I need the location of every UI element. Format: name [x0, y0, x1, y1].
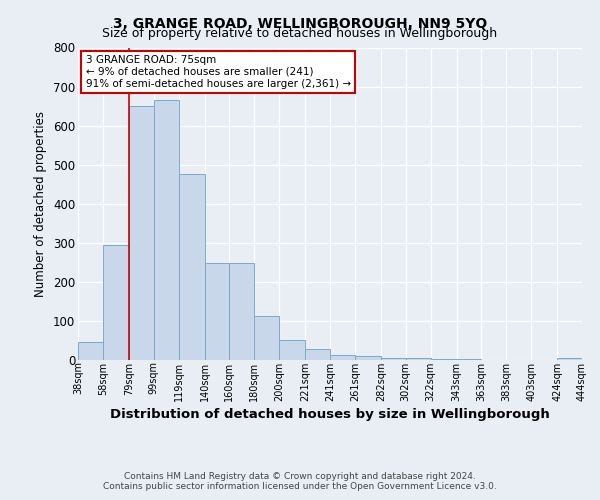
Bar	[229, 263, 254, 360]
Bar	[129, 106, 154, 360]
Bar	[254, 316, 279, 360]
Bar	[305, 350, 330, 360]
Text: Size of property relative to detached houses in Wellingborough: Size of property relative to detached ho…	[103, 28, 497, 40]
X-axis label: Distribution of detached houses by size in Wellingborough: Distribution of detached houses by size …	[110, 408, 550, 420]
Bar	[179, 174, 205, 360]
Bar	[406, 358, 431, 360]
Bar	[355, 356, 381, 360]
Bar	[279, 340, 305, 360]
Text: 3 GRANGE ROAD: 75sqm
← 9% of detached houses are smaller (241)
91% of semi-detac: 3 GRANGE ROAD: 75sqm ← 9% of detached ho…	[86, 56, 350, 88]
Bar	[330, 355, 355, 360]
Bar	[557, 358, 582, 360]
Bar	[205, 263, 229, 360]
Bar	[78, 342, 103, 360]
Bar	[431, 359, 457, 360]
Text: 3, GRANGE ROAD, WELLINGBOROUGH, NN9 5YQ: 3, GRANGE ROAD, WELLINGBOROUGH, NN9 5YQ	[113, 18, 487, 32]
Text: Contains HM Land Registry data © Crown copyright and database right 2024.
Contai: Contains HM Land Registry data © Crown c…	[103, 472, 497, 491]
Bar	[457, 359, 481, 360]
Bar	[381, 358, 406, 360]
Y-axis label: Number of detached properties: Number of detached properties	[34, 111, 47, 296]
Bar	[103, 245, 129, 360]
Bar	[154, 100, 179, 360]
